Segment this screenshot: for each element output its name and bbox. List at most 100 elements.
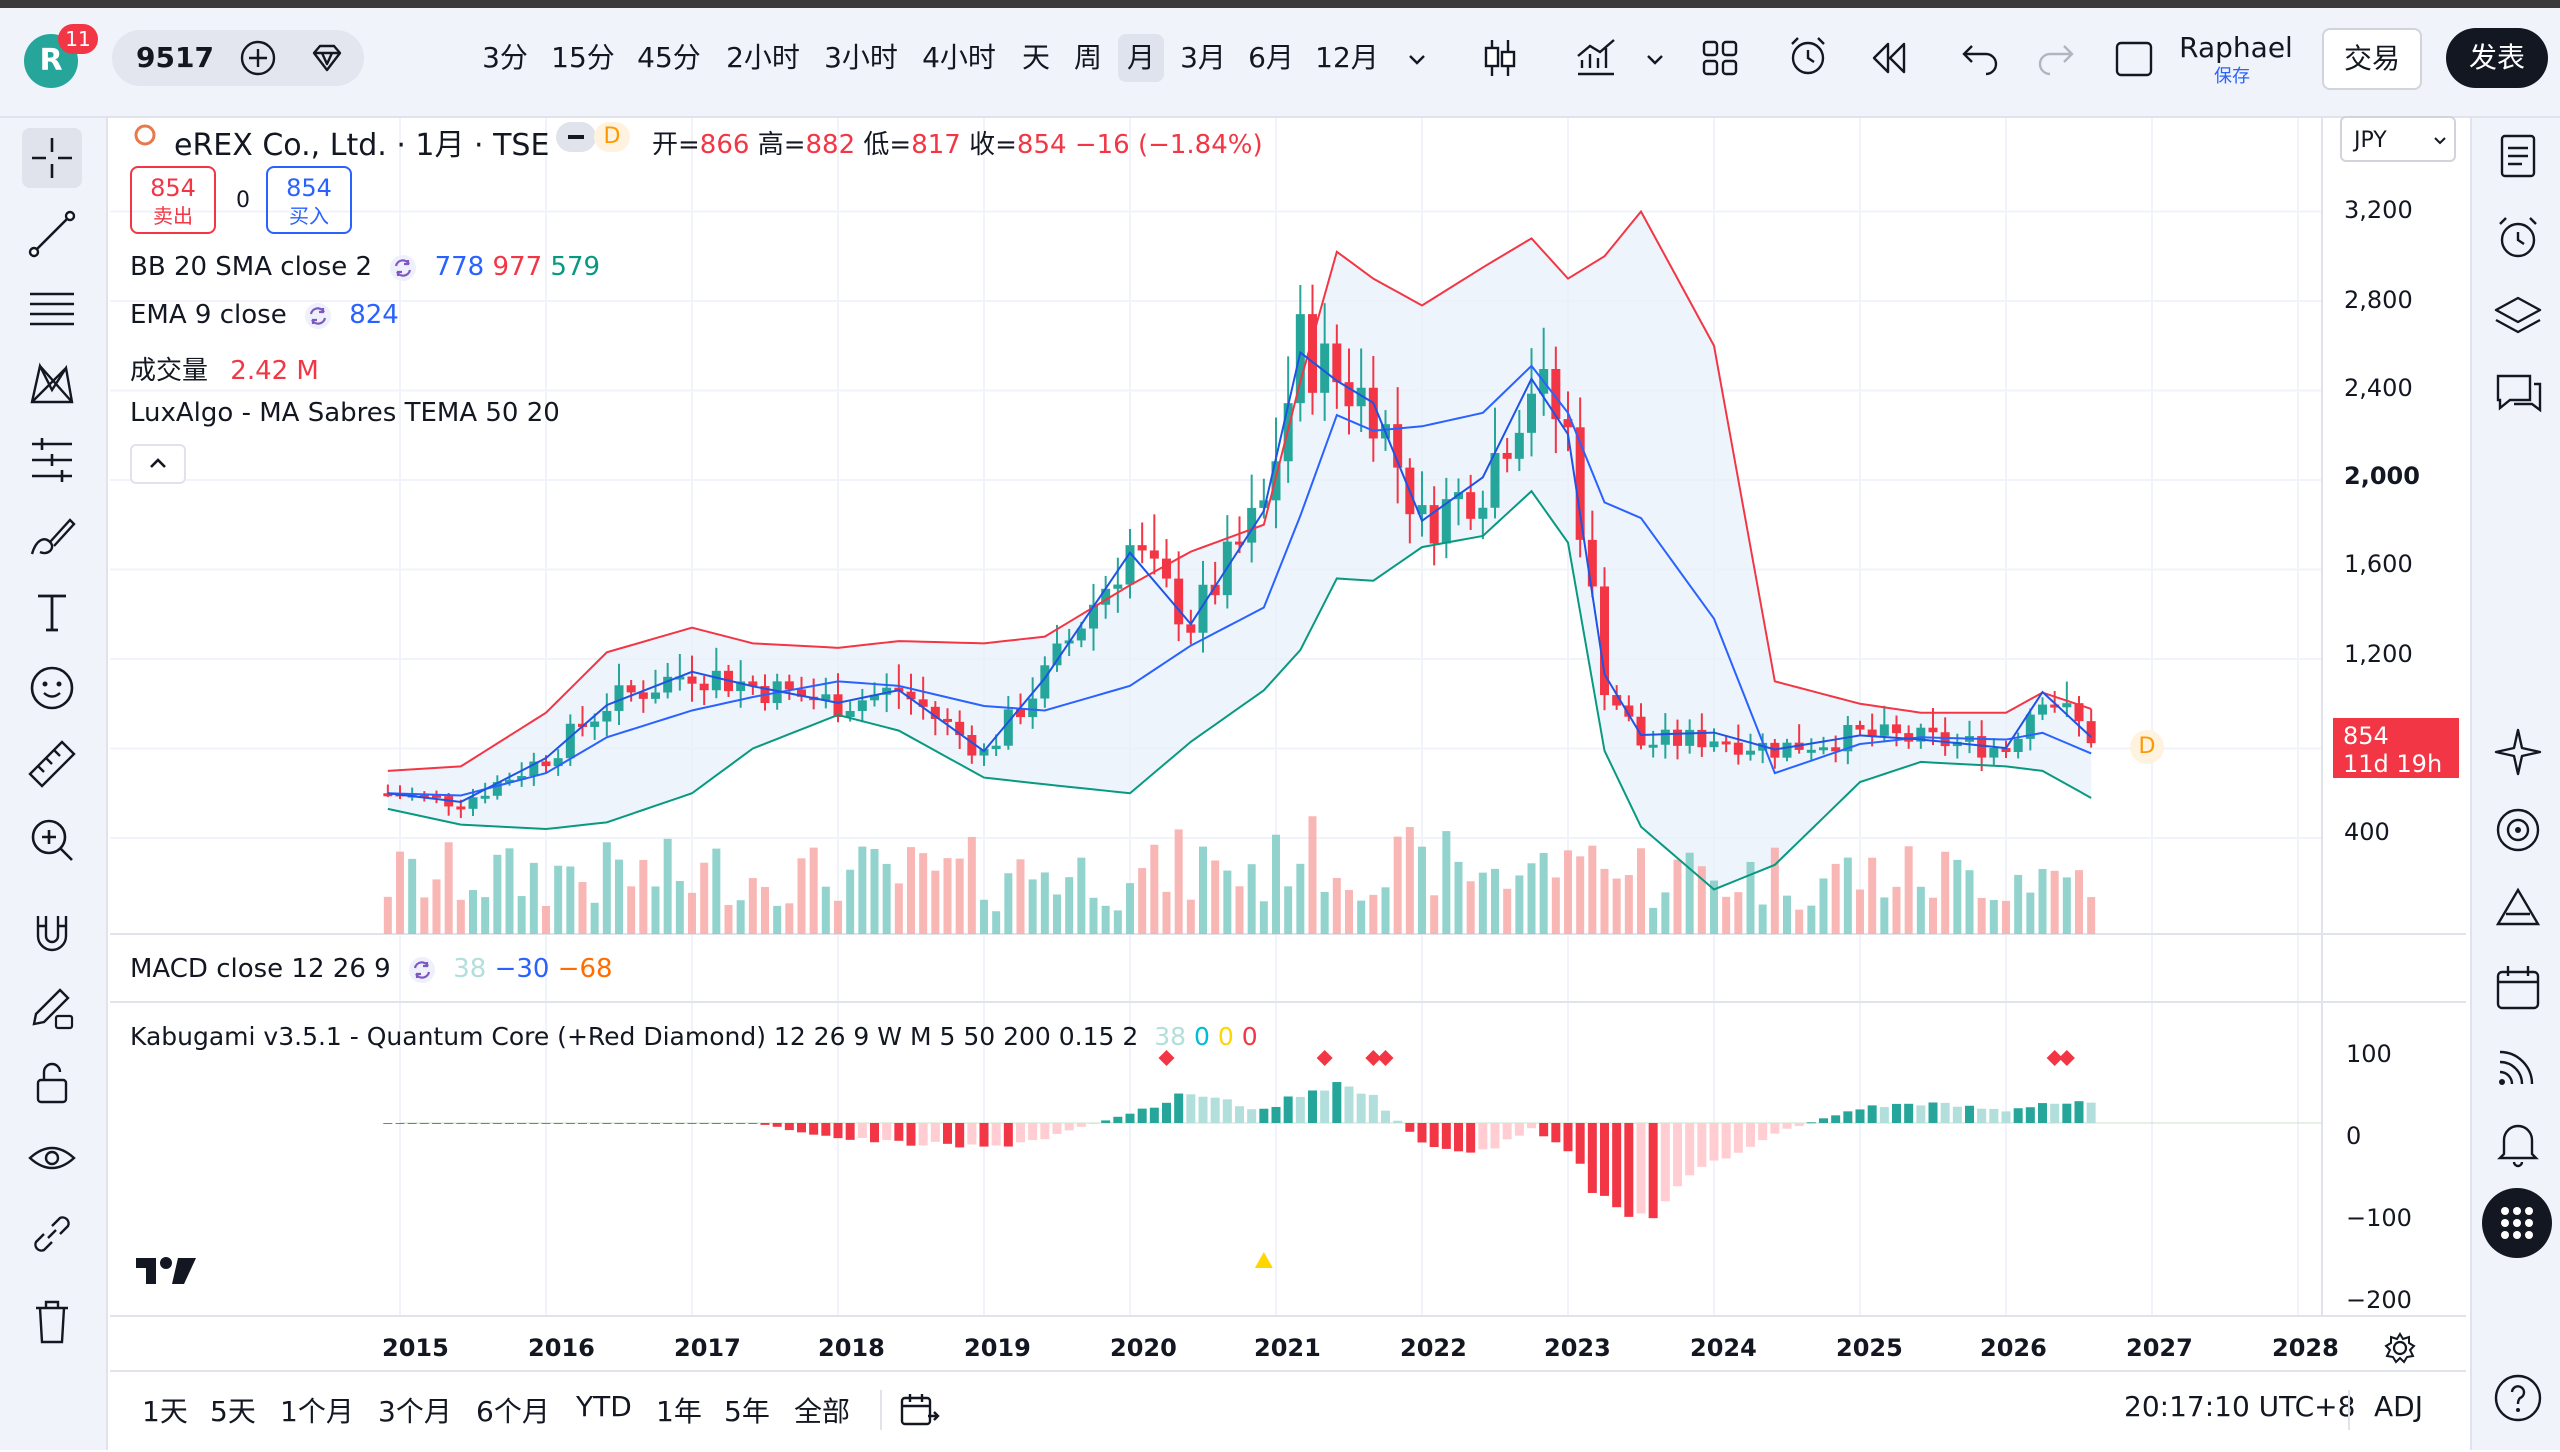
kabugami-legend[interactable]: Kabugami v3.5.1 - Quantum Core (+Red Dia…: [130, 1022, 1258, 1051]
refresh-icon[interactable]: [303, 301, 333, 331]
zoom-in-icon[interactable]: [22, 810, 82, 870]
replay-icon[interactable]: [1866, 38, 1910, 78]
timeframe-2h[interactable]: 2小时: [726, 41, 800, 74]
broadcast-icon[interactable]: [2488, 1036, 2548, 1096]
macd-bar: [1113, 1116, 1123, 1123]
bell-icon[interactable]: [2488, 1112, 2548, 1172]
clock[interactable]: 20:17:10 UTC+8: [2124, 1390, 2356, 1423]
chevron-down-icon[interactable]: [1642, 46, 1668, 72]
range-3m[interactable]: 3个月: [378, 1395, 452, 1428]
symbol-search[interactable]: 9517: [112, 30, 364, 86]
candle-body: [1916, 727, 1926, 742]
watchlist-icon[interactable]: [2488, 126, 2548, 186]
apps-menu-icon[interactable]: [2482, 1188, 2552, 1258]
target-icon[interactable]: [2488, 800, 2548, 860]
luxalgo-legend[interactable]: LuxAlgo - MA Sabres TEMA 50 20: [130, 398, 560, 428]
price-chart[interactable]: [110, 118, 2466, 1370]
calendar-icon[interactable]: [2488, 958, 2548, 1018]
pause-toggle[interactable]: [556, 122, 596, 152]
refresh-icon[interactable]: [388, 253, 418, 283]
ideas-icon[interactable]: [2488, 878, 2548, 938]
timeframe-6month[interactable]: 6月: [1248, 41, 1294, 74]
timeframe-3month[interactable]: 3月: [1180, 41, 1226, 74]
forecast-icon[interactable]: [22, 430, 82, 490]
range-5d[interactable]: 5天: [210, 1395, 256, 1428]
timeframe-week[interactable]: 周: [1073, 41, 1102, 74]
macd-legend[interactable]: MACD close 12 26 9 38 −30 −68: [130, 954, 613, 985]
adj-toggle[interactable]: ADJ: [2374, 1390, 2423, 1423]
help-icon[interactable]: [2488, 1368, 2548, 1428]
dividend-marker[interactable]: D: [2130, 730, 2164, 764]
candle-body: [1210, 584, 1220, 596]
range-all[interactable]: 全部: [794, 1395, 851, 1428]
timeframe-day[interactable]: 天: [1021, 41, 1050, 74]
layers-icon[interactable]: [2488, 288, 2548, 348]
alarm-clock-icon[interactable]: [2488, 208, 2548, 268]
refresh-icon[interactable]: [407, 955, 437, 985]
unlock-icon[interactable]: [22, 1052, 82, 1112]
sell-button[interactable]: 854 卖出: [130, 166, 216, 234]
tradingview-logo[interactable]: [134, 1254, 200, 1288]
candle-style-icon[interactable]: [1480, 36, 1520, 80]
range-5y[interactable]: 5年: [724, 1395, 770, 1428]
crosshair-icon[interactable]: [22, 128, 82, 188]
pattern-icon[interactable]: [22, 354, 82, 414]
range-ytd[interactable]: YTD: [576, 1390, 632, 1423]
sparkle-icon[interactable]: [2488, 722, 2548, 782]
diamond-icon[interactable]: [310, 42, 344, 74]
volume-bar: [1989, 900, 1998, 934]
undo-icon[interactable]: [1960, 40, 2000, 76]
chat-icon[interactable]: [2488, 364, 2548, 424]
brush-icon[interactable]: [22, 506, 82, 566]
add-symbol-icon[interactable]: [238, 38, 278, 78]
candle-body: [1016, 709, 1025, 718]
indicators-icon[interactable]: [1574, 36, 1618, 80]
fib-lines-icon[interactable]: [22, 278, 82, 338]
data-source-badge[interactable]: D: [594, 122, 630, 152]
timeframe-12month[interactable]: 12月: [1315, 41, 1379, 74]
ruler-icon[interactable]: [22, 734, 82, 794]
ema-legend[interactable]: EMA 9 close 824: [130, 300, 399, 331]
user-name[interactable]: Raphael: [2179, 31, 2293, 64]
settings-gear-icon[interactable]: [2382, 1330, 2418, 1366]
timeframe-4h[interactable]: 4小时: [922, 41, 996, 74]
bb-legend[interactable]: BB 20 SMA close 2 778 977 579: [130, 252, 600, 283]
range-1y[interactable]: 1年: [656, 1395, 702, 1428]
trade-button[interactable]: 交易: [2322, 28, 2422, 90]
macd-bar: [955, 1123, 965, 1148]
candle-body: [1648, 744, 1658, 748]
emoji-icon[interactable]: [22, 658, 82, 718]
chevron-down-icon[interactable]: [1404, 46, 1430, 72]
link-icon[interactable]: [22, 1204, 82, 1264]
timeframe-3m[interactable]: 3分: [482, 41, 528, 74]
buy-button[interactable]: 854 买入: [266, 166, 352, 234]
eye-icon[interactable]: [22, 1128, 82, 1188]
range-6m[interactable]: 6个月: [476, 1395, 550, 1428]
volume-bar: [712, 848, 721, 934]
trend-line-icon[interactable]: [22, 204, 82, 264]
bb-lower-value: 579: [550, 252, 601, 282]
text-icon[interactable]: [22, 582, 82, 642]
alert-clock-icon[interactable]: [1786, 34, 1832, 80]
timeframe-15m[interactable]: 15分: [551, 41, 615, 74]
buy-price: 854: [286, 174, 332, 202]
fullscreen-icon[interactable]: [2114, 40, 2154, 78]
trash-icon[interactable]: [22, 1292, 82, 1352]
symbol-title[interactable]: eREX Co., Ltd. · 1月 · TSE: [174, 128, 550, 163]
volume-legend[interactable]: 成交量 2.42 M: [130, 350, 319, 387]
range-1d[interactable]: 1天: [142, 1395, 188, 1428]
redo-icon[interactable]: [2036, 40, 2076, 76]
pencil-lock-icon[interactable]: [22, 978, 82, 1038]
timeframe-3h[interactable]: 3小时: [824, 41, 898, 74]
publish-button[interactable]: 发表: [2446, 28, 2548, 88]
range-1m[interactable]: 1个月: [280, 1395, 354, 1428]
magnet-icon[interactable]: [22, 904, 82, 964]
goto-date-icon[interactable]: [898, 1390, 940, 1430]
macd-bar: [1527, 1123, 1536, 1129]
timeframe-45m[interactable]: 45分: [637, 41, 701, 74]
current-price-tag[interactable]: 854 11d 19h: [2333, 718, 2459, 778]
collapse-legend-button[interactable]: [130, 444, 186, 484]
timeframe-month[interactable]: 月: [1118, 34, 1164, 82]
currency-select[interactable]: JPY: [2340, 116, 2456, 162]
layout-grid-icon[interactable]: [1700, 38, 1740, 78]
